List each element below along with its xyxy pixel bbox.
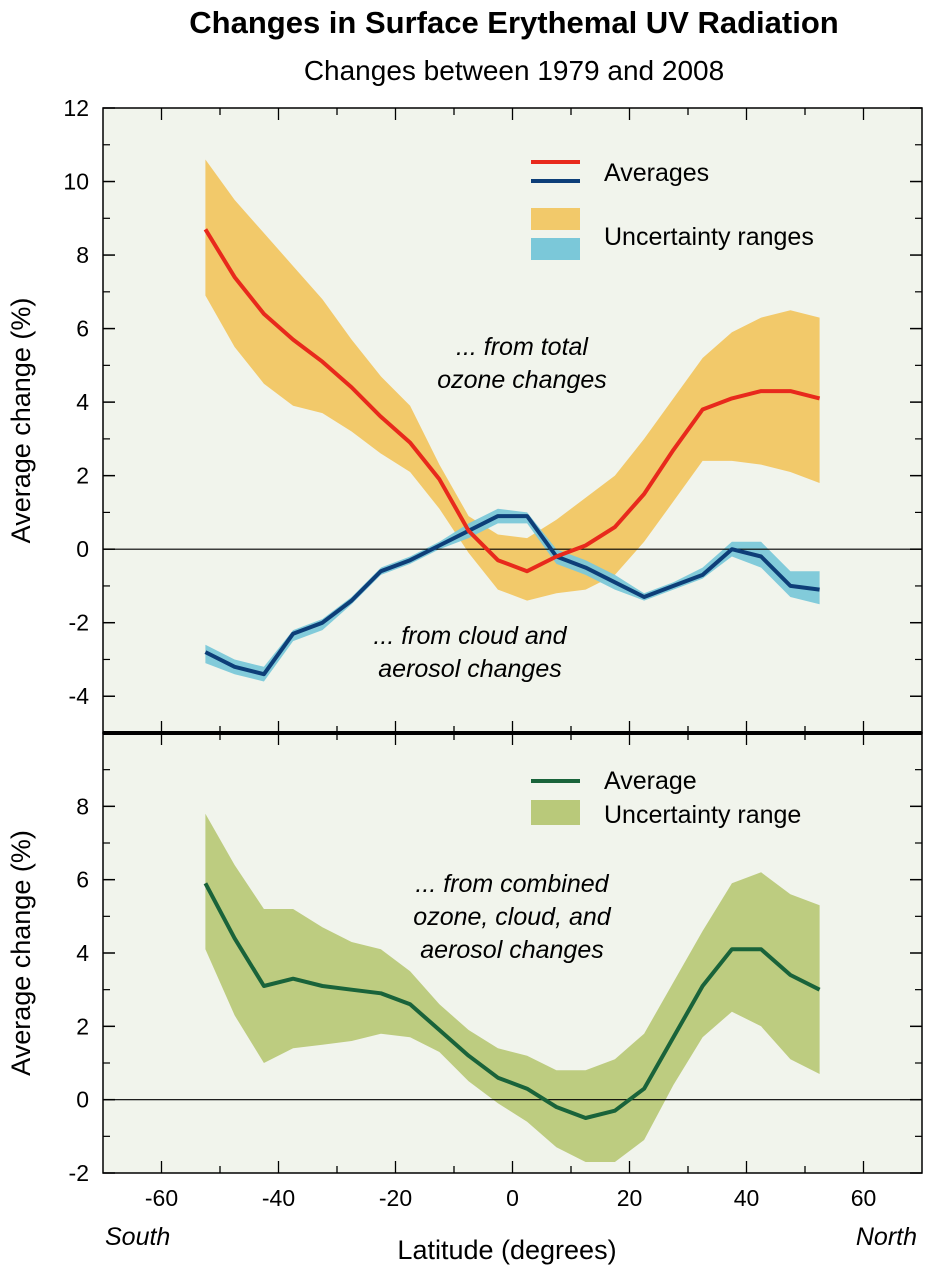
top-uncertainty-bands (103, 159, 922, 682)
y-tick-label: 6 (76, 867, 89, 893)
chart-title: Changes in Surface Erythemal UV Radiatio… (189, 5, 838, 40)
y-tick-label: 8 (76, 793, 89, 819)
bottom-y-axis-label: Average change (%) (6, 830, 36, 1076)
combined-uncertainty-band (205, 813, 820, 1162)
y-tick-label: 6 (76, 316, 89, 342)
legend-uncertainty-label: Uncertainty ranges (604, 223, 814, 251)
top-panel-ticks: -4 -2 0 2 4 6 8 10 12 (63, 95, 923, 734)
y-tick-label: -2 (69, 1160, 89, 1186)
annotation-line: ... from total (456, 333, 589, 361)
annotation-line: ... from cloud and (373, 622, 567, 650)
annotation-line: ozone, cloud, and (413, 903, 611, 931)
x-tick-label: -40 (262, 1185, 295, 1211)
y-tick-label: 12 (63, 95, 89, 121)
y-tick-label: 10 (63, 169, 89, 195)
ozone-average-line (203, 228, 821, 574)
cloud_aerosol-average-line (204, 514, 820, 677)
y-tick-label: 8 (76, 242, 89, 268)
top-annotations: ... from total ozone changes ... from clou… (373, 333, 606, 683)
x-tick-label: 40 (734, 1185, 760, 1211)
north-label: North (856, 1223, 917, 1251)
annotation-line: ozone changes (437, 366, 607, 394)
y-tick-label: 2 (76, 1013, 89, 1039)
x-axis-label: Latitude (degrees) (397, 1235, 616, 1265)
bottom-uncertainty-band (103, 813, 922, 1162)
y-tick-label: -2 (69, 610, 89, 636)
legend-uncertainty-label: Uncertainty range (604, 801, 801, 829)
legend-averages-label: Averages (604, 159, 709, 187)
bottom-average-line (203, 882, 821, 1120)
legend-combined-band-swatch (531, 800, 580, 825)
bottom-annotations: ... from combined ozone, cloud, and aeroso… (413, 870, 611, 964)
top-legend: Averages Uncertainty ranges (531, 159, 814, 260)
x-tick-label: 20 (617, 1185, 643, 1211)
chart-subtitle: Changes between 1979 and 2008 (304, 55, 724, 86)
legend-cloud-band-swatch (531, 238, 580, 260)
x-tick-label: 0 (506, 1185, 519, 1211)
south-label: South (105, 1223, 170, 1251)
x-tick-label: 60 (851, 1185, 877, 1211)
annotation-line: aerosol changes (420, 936, 603, 964)
top-y-axis-label: Average change (%) (6, 298, 36, 544)
legend-average-label: Average (604, 767, 697, 795)
x-tick-label: -20 (379, 1185, 412, 1211)
y-tick-label: 2 (76, 463, 89, 489)
cloud_aerosol-uncertainty-band (205, 508, 820, 682)
top-average-lines (203, 228, 821, 677)
x-tick-label: -60 (145, 1185, 178, 1211)
y-tick-label: 0 (76, 1087, 89, 1113)
y-tick-label: -4 (69, 683, 90, 709)
ozone-cloud-panel: -4 -2 0 2 4 6 8 10 12 Averages Uncertainty ranges… (6, 95, 923, 734)
bottom-legend: Average Uncertainty range (531, 767, 801, 829)
y-tick-label: 0 (76, 536, 89, 562)
combined-panel: -2 0 2 4 6 8 Average Uncertainty range ... fro… (6, 732, 923, 1186)
legend-ozone-band-swatch (531, 208, 580, 230)
annotation-line: aerosol changes (378, 655, 561, 683)
y-tick-label: 4 (76, 940, 89, 966)
x-axis-ticks: -60 -40 -20 0 20 40 60 (145, 1185, 876, 1211)
combined-average-line (203, 882, 821, 1120)
annotation-line: ... from combined (415, 870, 609, 898)
ozone-uncertainty-band (205, 159, 820, 601)
y-tick-label: 4 (76, 389, 89, 415)
